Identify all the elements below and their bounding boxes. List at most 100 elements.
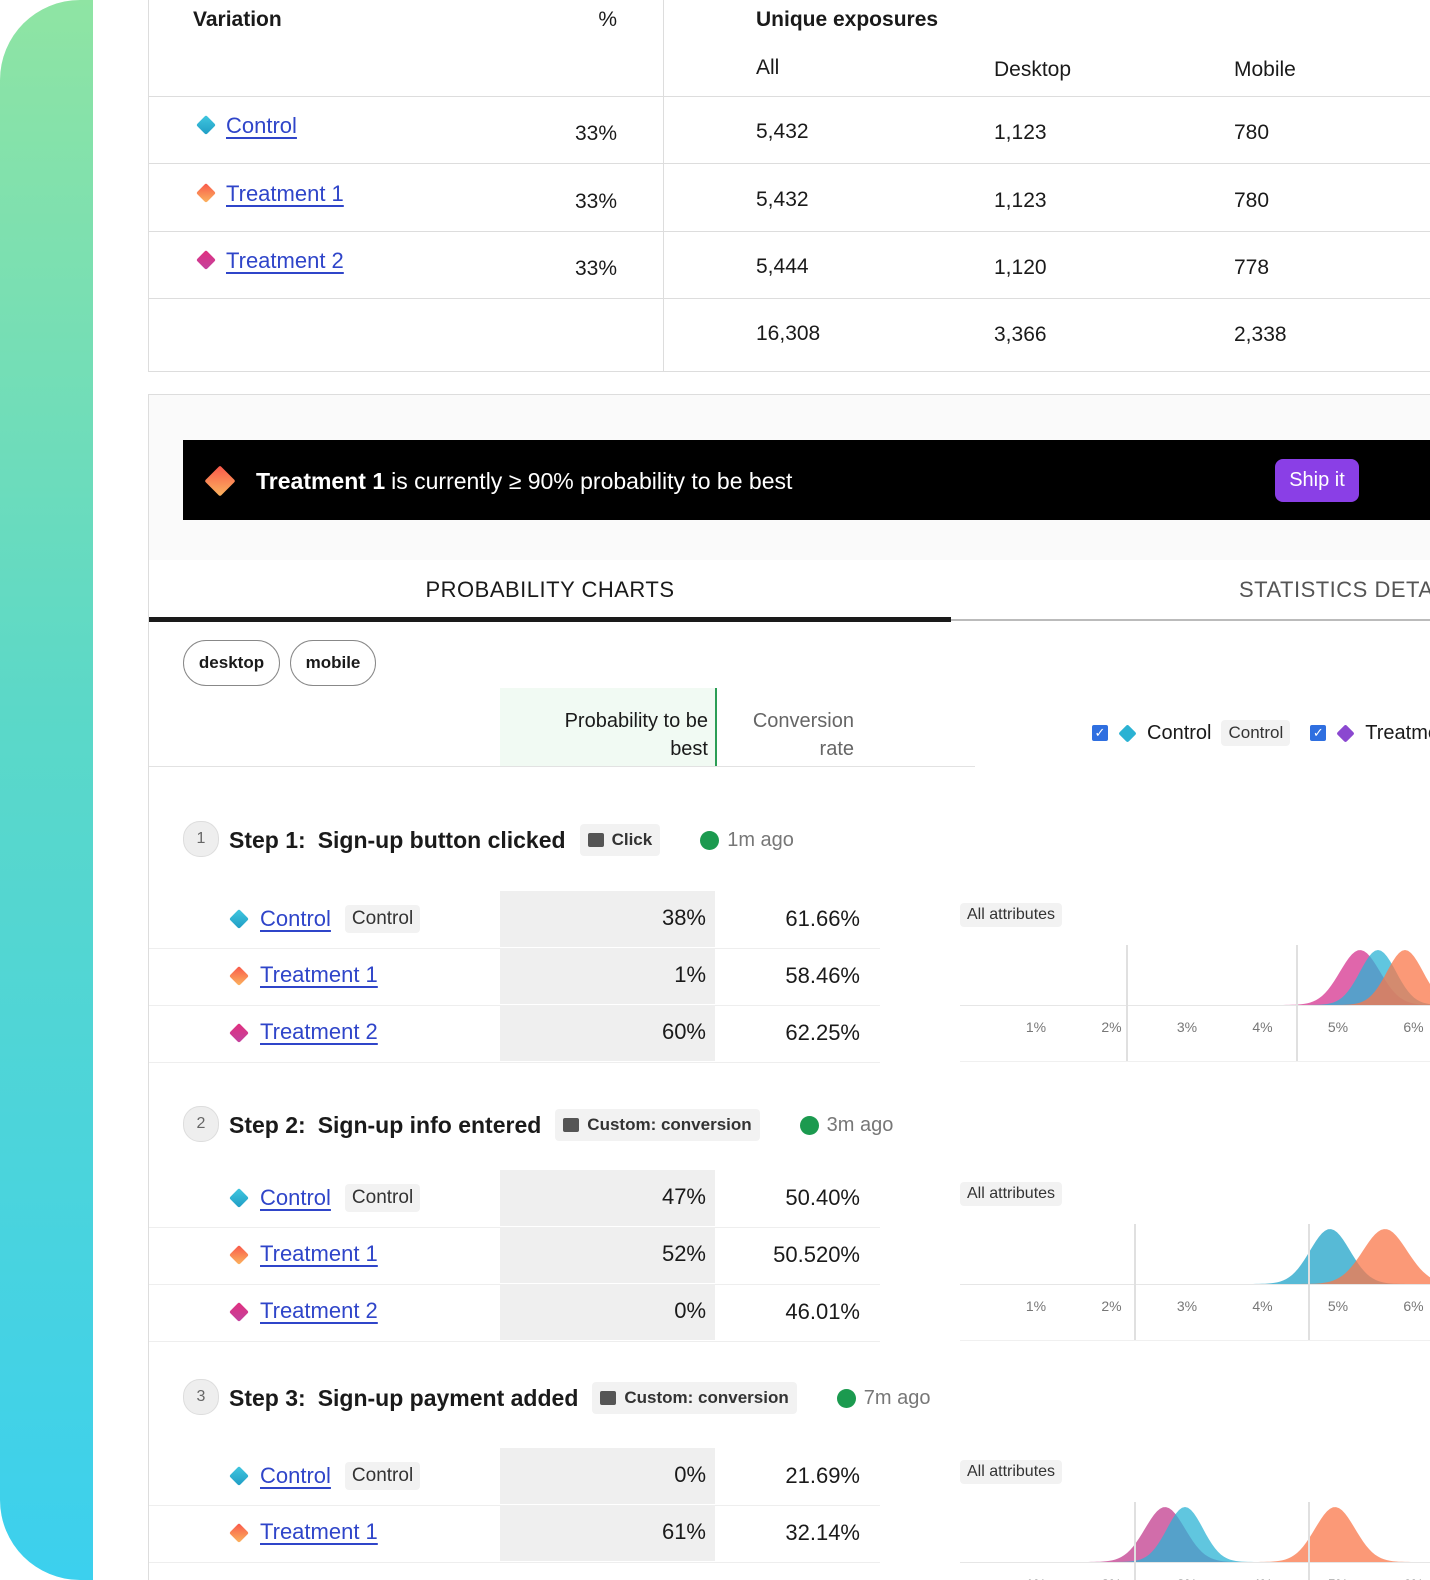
variant-row: Treatment 2 [260,1019,378,1045]
event-icon [563,1118,580,1132]
step-number: 2 [183,1106,219,1142]
total: 16,308 [756,322,821,345]
legend-checkbox[interactable]: ✓ [1310,725,1327,741]
chart-label: All attributes [960,1460,1063,1484]
x-tick-label: 2% [1101,1019,1122,1035]
conversion-rate: 46.01% [785,1299,860,1324]
event-type: Custom: conversion [587,1115,752,1134]
divider [148,298,1430,299]
variant-link[interactable]: Treatment 1 [226,181,344,206]
filter-pill[interactable]: desktop [183,640,280,686]
percent: 33% [574,257,617,280]
x-tick-label: 1% [1025,1019,1047,1035]
banner-text: Treatment 1 is currently ≥ 90% probabilit… [256,467,792,495]
variant-link[interactable]: Control [226,113,297,138]
exposures-all: 5,444 [756,255,809,278]
variant-link[interactable]: Treatment 1 [260,962,378,987]
probability: 1% [674,962,706,987]
step-title: Sign-up payment added [317,1385,579,1411]
divider [960,1340,1430,1341]
divider [149,1062,880,1063]
tab[interactable]: PROBABILITY CHARTS [425,577,675,602]
step-header: Step 2: Sign-up info entered Custom: conve… [229,1109,893,1141]
conversion-rate: 50.520% [773,1242,860,1267]
conversion-header: Conversion rate [752,710,854,760]
chart-label: All attributes [960,1182,1063,1206]
x-tick-label: 4% [1243,1576,1283,1580]
divider [149,617,951,622]
divider [960,1562,1430,1563]
distribution-chart [1280,950,1430,1005]
divider [960,1005,1430,1006]
chart-label: All attributes [960,903,1063,927]
conversion-rate: 61.66% [785,906,860,931]
sidebar [0,0,93,1580]
column-header: Unique exposures [756,8,939,31]
step-label: Step 3: [229,1385,306,1411]
status-icon [700,830,720,850]
x-tick-label: 3% [1167,1576,1207,1580]
conversion-rate: 21.69% [785,1463,860,1488]
legend-icon [1118,723,1137,743]
variant-link[interactable]: Treatment 2 [260,1298,378,1323]
variant-link[interactable]: Treatment 2 [226,248,344,273]
divider [148,163,1430,164]
legend-icon [1336,723,1355,743]
legend: ✓ Control Control ✓ Treatment 2 [1092,720,1430,746]
probability: 52% [661,1241,706,1266]
exposures-mobile: 780 [1234,121,1270,144]
distribution-curve [1250,1229,1409,1284]
updated-time: 1m ago [727,829,794,851]
variant-row: Treatment 2 [260,1298,378,1324]
content [149,622,1430,1580]
step-number: 1 [183,821,219,857]
divider [951,619,1430,621]
divider [149,1341,880,1342]
divider [1308,1502,1310,1580]
probability: 47% [661,1184,706,1209]
control-badge: Control [344,1462,421,1490]
conversion-rate: 32.14% [785,1520,860,1545]
updated: 3m ago [799,1111,893,1139]
probability-cell [500,948,715,1004]
variant-link[interactable]: Control [260,1185,331,1210]
exposures-card [148,0,1430,372]
variant-row: Treatment 1 [260,962,378,988]
distribution-curve [1255,1507,1414,1562]
variant-link[interactable]: Treatment 2 [260,1019,378,1044]
step-header: Step 1: Sign-up button clicked Click 1m ago [229,824,794,856]
x-tick-label: 3% [1176,1019,1198,1035]
tab[interactable]: STATISTICS DETAILS [1239,577,1430,602]
probability-cell [500,891,715,947]
divider [960,1061,1430,1062]
legend-checkbox[interactable]: ✓ [1092,725,1108,741]
probability: 38% [661,905,706,930]
filter-pill[interactable]: mobile [290,640,376,686]
x-tick-label: 6% [1394,1576,1430,1580]
event-icon [600,1391,617,1405]
divider [149,766,975,767]
tab-bar [149,560,1430,622]
x-tick-label: 6% [1403,1019,1424,1035]
variant-link[interactable]: Treatment 1 [260,1241,378,1266]
variant-link[interactable]: Control [260,1463,331,1488]
exposures-mobile: 780 [1234,189,1270,212]
distribution-chart [1085,1507,1414,1562]
distribution-curve [1333,950,1430,1005]
column-header: All [756,56,780,79]
probability-cell [500,1005,715,1061]
step-label: Step 2: [229,1112,306,1138]
banner-message: is currently ≥ 90% probability to be bes… [391,468,793,494]
ship-button[interactable]: Ship it [1275,459,1359,502]
probability-cell [500,1505,715,1561]
variant-link[interactable]: Control [260,906,331,931]
distribution-curve [1297,1229,1430,1284]
exposures-desktop: 1,120 [994,256,1047,279]
probability-cell [500,1227,715,1283]
probability: 60% [661,1019,706,1044]
variant-link[interactable]: Treatment 1 [260,1519,378,1544]
legend-badge: Control [1221,720,1291,746]
banner-variant: Treatment 1 [256,468,386,494]
event-type: Custom: conversion [624,1388,789,1407]
